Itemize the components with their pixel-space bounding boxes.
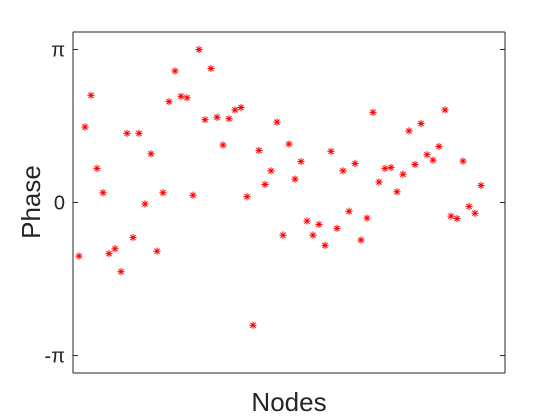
data-point bbox=[267, 167, 275, 175]
data-point bbox=[111, 245, 119, 253]
data-point bbox=[435, 142, 443, 151]
data-point bbox=[123, 129, 131, 137]
data-point bbox=[471, 209, 479, 217]
data-point bbox=[369, 108, 377, 116]
data-point bbox=[231, 106, 239, 114]
data-point bbox=[453, 214, 461, 223]
data-point bbox=[243, 193, 251, 201]
data-point bbox=[183, 94, 191, 102]
data-point bbox=[315, 220, 323, 229]
y-axis-label: Phase bbox=[16, 165, 46, 239]
x-axis-label: Nodes bbox=[251, 387, 326, 417]
data-point bbox=[387, 163, 395, 172]
data-point bbox=[339, 167, 347, 175]
data-point bbox=[189, 191, 197, 199]
data-point bbox=[75, 252, 83, 260]
data-point bbox=[399, 170, 407, 178]
data-point bbox=[195, 45, 203, 54]
data-point bbox=[363, 214, 371, 222]
data-point bbox=[261, 180, 269, 189]
data-point bbox=[285, 140, 293, 148]
data-point bbox=[423, 151, 431, 159]
data-point bbox=[429, 156, 437, 164]
y-tick-label: -π bbox=[45, 346, 65, 368]
data-points bbox=[75, 45, 485, 329]
data-point bbox=[381, 164, 389, 172]
data-point bbox=[273, 118, 281, 126]
data-point bbox=[297, 157, 305, 166]
data-point bbox=[213, 113, 221, 121]
data-point bbox=[291, 175, 299, 183]
data-point bbox=[87, 91, 95, 99]
data-point bbox=[321, 241, 329, 249]
data-point bbox=[447, 212, 455, 220]
data-point bbox=[327, 147, 335, 155]
data-point bbox=[303, 217, 311, 225]
data-point bbox=[171, 67, 179, 75]
data-point bbox=[99, 189, 107, 197]
data-point bbox=[219, 141, 227, 149]
data-point bbox=[393, 188, 401, 196]
data-point bbox=[357, 236, 365, 244]
data-point bbox=[405, 127, 413, 135]
data-point bbox=[159, 189, 167, 197]
data-point bbox=[147, 150, 155, 158]
data-point bbox=[417, 119, 425, 128]
data-point bbox=[141, 200, 149, 208]
data-point bbox=[459, 157, 467, 165]
data-point bbox=[309, 231, 317, 239]
data-point bbox=[177, 92, 185, 100]
data-point bbox=[477, 181, 485, 190]
data-point bbox=[201, 116, 209, 124]
data-point bbox=[441, 106, 449, 114]
data-point bbox=[279, 231, 287, 239]
data-point bbox=[225, 115, 233, 123]
y-tick-label: π bbox=[51, 39, 65, 61]
data-point bbox=[117, 268, 125, 276]
data-point bbox=[135, 129, 143, 137]
data-point bbox=[255, 146, 263, 154]
data-point bbox=[207, 64, 215, 73]
data-point bbox=[129, 233, 137, 242]
data-point bbox=[237, 103, 245, 112]
data-point bbox=[81, 123, 89, 131]
y-ticks: -π 0 π bbox=[45, 39, 505, 368]
data-point bbox=[153, 247, 161, 255]
data-point bbox=[345, 207, 353, 215]
data-point bbox=[165, 98, 173, 106]
data-point bbox=[351, 159, 359, 168]
data-point bbox=[105, 250, 113, 258]
data-point bbox=[411, 160, 419, 169]
data-point bbox=[93, 164, 101, 172]
data-point bbox=[249, 321, 257, 329]
y-tick-label: 0 bbox=[54, 193, 65, 215]
plot-frame bbox=[72, 31, 506, 374]
data-point bbox=[465, 202, 473, 210]
data-point bbox=[375, 178, 383, 186]
data-point bbox=[333, 224, 341, 232]
